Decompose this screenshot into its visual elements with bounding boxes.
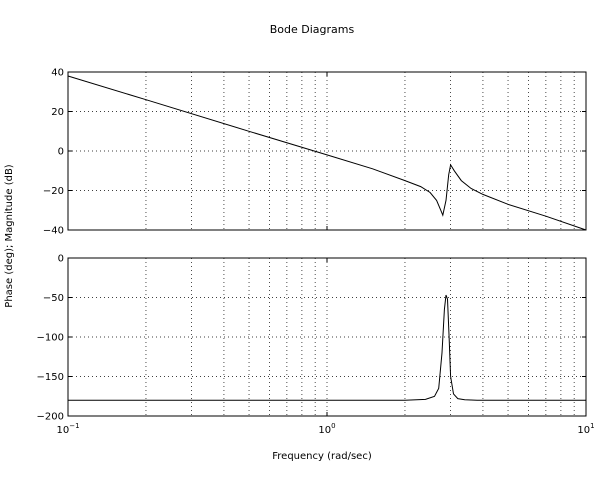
magnitude-curve [67, 75, 587, 231]
x-tick-base: 10 [56, 425, 69, 436]
magnitude-y-tick-label: 40 [51, 68, 64, 79]
x-tick-base: 10 [318, 425, 331, 436]
x-tick-label: 10−1 [56, 422, 79, 436]
x-tick-base: 10 [577, 425, 590, 436]
x-tick-exponent: −1 [69, 422, 79, 430]
phase-y-tick-label: 0 [58, 254, 64, 265]
phase-axes: 0 −50 −100 −150 −200 [37, 254, 587, 423]
magnitude-grid [68, 72, 586, 230]
phase-y-tick-label: −150 [37, 372, 64, 383]
phase-grid [68, 258, 586, 416]
phase-y-ticks: 0 −50 −100 −150 −200 [37, 254, 587, 423]
chart-title: Bode Diagrams [270, 23, 355, 36]
phase-y-tick-label: −100 [37, 333, 64, 344]
magnitude-y-tick-label: 20 [51, 107, 64, 118]
magnitude-y-tick-label: 0 [58, 147, 64, 158]
x-tick-label: 101 [577, 422, 594, 436]
x-tick-exponent: 0 [331, 422, 335, 430]
x-tick-exponent: 1 [590, 422, 594, 430]
phase-y-tick-label: −50 [43, 293, 64, 304]
magnitude-y-tick-label: −40 [43, 226, 64, 237]
x-tick-label: 100 [318, 422, 335, 436]
frequency-x-ticks: 10−1 100 101 [56, 422, 594, 436]
phase-y-tick-label: −200 [37, 412, 64, 423]
phase-curve [68, 294, 586, 401]
y-axis-label: Phase (deg); Magnitude (dB) [4, 164, 15, 308]
x-axis-label: Frequency (rad/sec) [272, 451, 372, 462]
magnitude-axes: 40 20 0 −20 −40 [43, 68, 587, 237]
magnitude-y-tick-label: −20 [43, 186, 64, 197]
